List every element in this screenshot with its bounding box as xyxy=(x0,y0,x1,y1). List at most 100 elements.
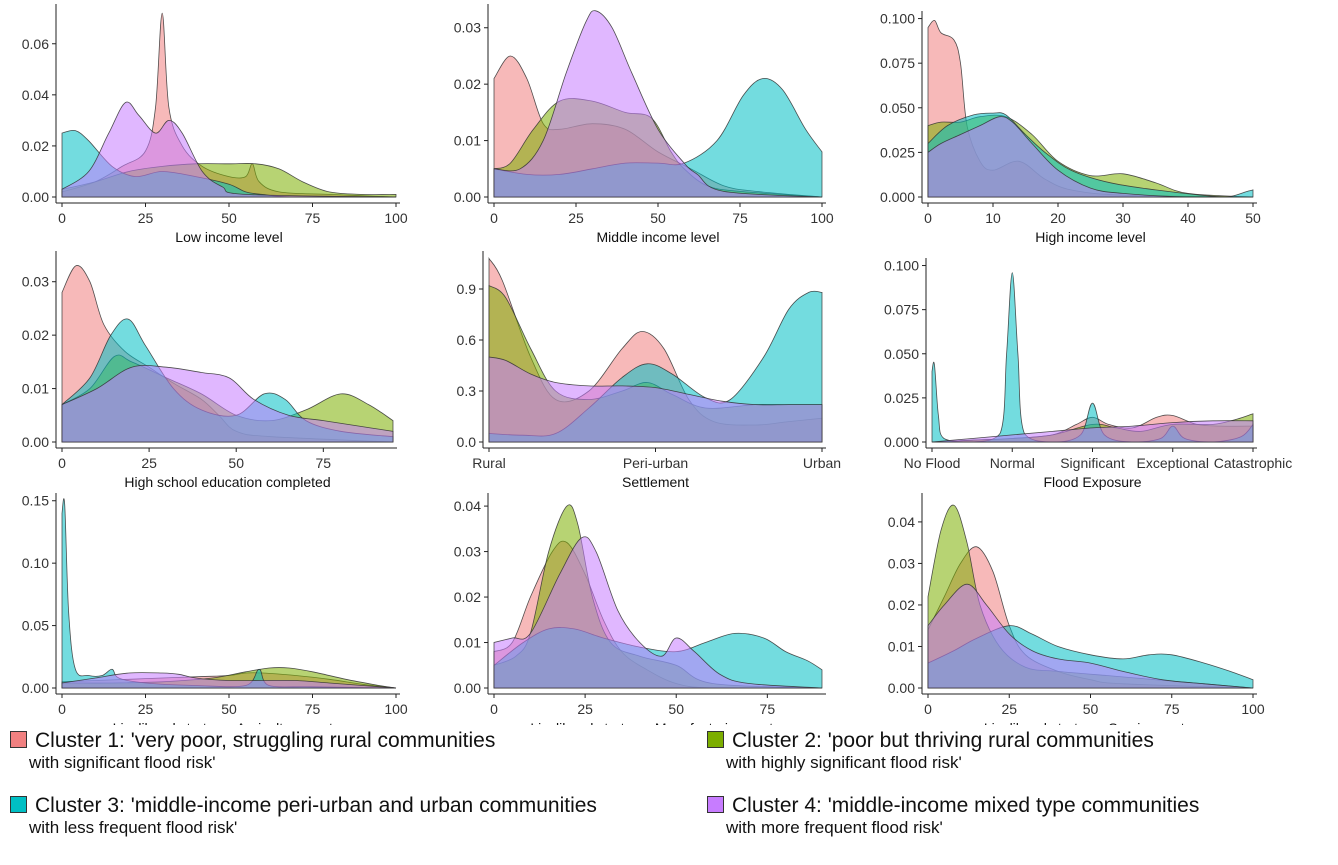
legend-sublabel-cluster-3: with less frequent flood risk' xyxy=(29,818,238,837)
y-tick-label: 0.025 xyxy=(880,144,915,160)
x-tick-label: 25 xyxy=(141,455,157,471)
y-tick-label: 0.000 xyxy=(884,434,919,450)
x-tick-label: 25 xyxy=(1001,701,1017,717)
x-tick-label: Significant xyxy=(1060,455,1125,471)
y-tick-label: 0.02 xyxy=(454,589,481,605)
density-panel: 0.00 0.01 0.02 0.03 0.04 0 25 50 75 Livelihood st… xyxy=(454,493,826,725)
density-panel: 0.0 0.3 0.6 0.9 Rural Peri-urban Urban Settleme… xyxy=(457,251,841,490)
x-axis-title: Livelihood strategy: Agriculture sector xyxy=(113,720,346,725)
x-axis-title: Middle income level xyxy=(597,229,720,245)
density-panel: 0.00 0.05 0.10 0.15 0 25 50 75 100 Livelihood str… xyxy=(22,493,408,725)
legend-label-cluster-2: Cluster 2: 'poor but thriving rural comm… xyxy=(732,729,1154,752)
legend-label-cluster-3: Cluster 3: 'middle-income peri-urban and… xyxy=(35,794,597,817)
density-area-cluster-4 xyxy=(61,364,394,443)
legend-swatch-cluster-4 xyxy=(707,796,724,813)
y-tick-label: 0.04 xyxy=(22,87,49,103)
x-tick-label: 100 xyxy=(384,701,408,717)
y-tick-label: 0.15 xyxy=(22,493,49,509)
x-tick-label: 25 xyxy=(568,210,584,226)
x-tick-label: Urban xyxy=(803,455,841,471)
density-area-cluster-4 xyxy=(61,101,397,198)
x-tick-label: 100 xyxy=(1241,701,1265,717)
x-axis-title: Settlement xyxy=(622,474,689,490)
x-tick-label: 40 xyxy=(1180,210,1196,226)
x-tick-label: 50 xyxy=(228,455,244,471)
x-tick-label: Peri-urban xyxy=(623,455,688,471)
legend-label-cluster-1: Cluster 1: 'very poor, struggling rural … xyxy=(35,729,496,752)
x-tick-label: 75 xyxy=(732,210,748,226)
y-tick-label: 0.00 xyxy=(22,434,49,450)
y-tick-label: 0.01 xyxy=(454,635,481,651)
y-tick-label: 0.10 xyxy=(22,555,49,571)
x-tick-label: Catastrophic xyxy=(1214,455,1293,471)
y-tick-label: 0.03 xyxy=(454,20,481,36)
y-tick-label: 0.025 xyxy=(884,390,919,406)
density-area-cluster-3 xyxy=(61,498,397,689)
x-tick-label: 0 xyxy=(58,701,66,717)
y-tick-label: 0.03 xyxy=(454,544,481,560)
y-tick-label: 0.000 xyxy=(880,189,915,205)
density-area-cluster-4 xyxy=(61,672,397,689)
x-tick-label: Rural xyxy=(472,455,505,471)
y-tick-label: 0.01 xyxy=(888,638,915,654)
x-tick-label: No Flood xyxy=(904,455,961,471)
y-tick-label: 0.06 xyxy=(22,36,49,52)
x-tick-label: 50 xyxy=(1245,210,1261,226)
x-axis-title: Flood Exposure xyxy=(1043,474,1141,490)
x-axis-title: Livelihood strategy: Service sector xyxy=(984,720,1198,725)
y-tick-label: 0.01 xyxy=(22,381,49,397)
x-tick-label: 50 xyxy=(221,701,237,717)
legend-label-cluster-4: Cluster 4: 'middle-income mixed type com… xyxy=(732,794,1200,817)
x-tick-label: 75 xyxy=(1164,701,1180,717)
x-tick-label: 0 xyxy=(924,701,932,717)
legend-item-cluster-4: Cluster 4: 'middle-income mixed type com… xyxy=(707,794,1199,838)
x-tick-label: 0 xyxy=(490,701,498,717)
y-tick-label: 0.03 xyxy=(22,274,49,290)
y-tick-label: 0.050 xyxy=(880,100,915,116)
x-tick-label: 100 xyxy=(810,210,834,226)
legend-item-cluster-3: Cluster 3: 'middle-income peri-urban and… xyxy=(10,794,597,838)
x-tick-label: 25 xyxy=(577,701,593,717)
x-axis-title: High income level xyxy=(1035,229,1146,245)
density-area-cluster-4 xyxy=(493,10,823,198)
x-tick-label: 25 xyxy=(138,701,154,717)
legend: Cluster 1: 'very poor, struggling rural … xyxy=(0,725,1338,865)
y-tick-label: 0.00 xyxy=(454,680,481,696)
y-tick-label: 0.00 xyxy=(22,680,49,696)
y-tick-label: 0.9 xyxy=(457,281,477,297)
x-tick-label: 10 xyxy=(985,210,1001,226)
density-area-cluster-4 xyxy=(493,536,823,689)
x-tick-label: 20 xyxy=(1050,210,1066,226)
x-tick-label: 0 xyxy=(58,210,66,226)
x-tick-label: 0 xyxy=(58,455,66,471)
x-tick-label: Normal xyxy=(990,455,1035,471)
legend-swatch-cluster-3 xyxy=(10,796,27,813)
x-axis-title: Low income level xyxy=(175,229,282,245)
density-panel: 0.00 0.01 0.02 0.03 0 25 50 75 100 Middle income … xyxy=(454,4,834,245)
density-panel: 0.000 0.025 0.050 0.075 0.100 0 10 20 30 40 50 High… xyxy=(880,11,1261,245)
y-tick-label: 0.075 xyxy=(884,302,919,318)
y-tick-label: 0.050 xyxy=(884,346,919,362)
y-tick-label: 0.01 xyxy=(454,133,481,149)
density-area-cluster-4 xyxy=(927,583,1254,689)
x-tick-label: Exceptional xyxy=(1137,455,1209,471)
y-tick-label: 0.3 xyxy=(457,383,477,399)
density-area-cluster-4 xyxy=(931,420,1254,443)
x-axis-title: High school education completed xyxy=(124,474,330,490)
x-tick-label: 0 xyxy=(924,210,932,226)
x-tick-label: 50 xyxy=(668,701,684,717)
x-axis-title: Livelihood strategy: Manufacturing secto… xyxy=(530,720,786,725)
y-tick-label: 0.05 xyxy=(22,618,49,634)
density-panel: 0.000 0.025 0.050 0.075 0.100 No Flood Normal S… xyxy=(884,258,1292,490)
y-tick-label: 0.075 xyxy=(880,55,915,71)
legend-sublabel-cluster-4: with more frequent flood risk' xyxy=(726,818,943,837)
y-tick-label: 0.00 xyxy=(454,189,481,205)
y-tick-label: 0.03 xyxy=(888,555,915,571)
density-panel: 0.00 0.01 0.02 0.03 0 25 50 75 High school educa… xyxy=(22,251,397,490)
x-tick-label: 30 xyxy=(1115,210,1131,226)
legend-swatch-cluster-2 xyxy=(707,731,724,748)
x-tick-label: 100 xyxy=(384,210,408,226)
x-tick-label: 50 xyxy=(221,210,237,226)
density-area-cluster-4 xyxy=(488,356,823,443)
density-panel: 0.00 0.01 0.02 0.03 0.04 0 25 50 75 100 Livelihood… xyxy=(888,493,1265,725)
